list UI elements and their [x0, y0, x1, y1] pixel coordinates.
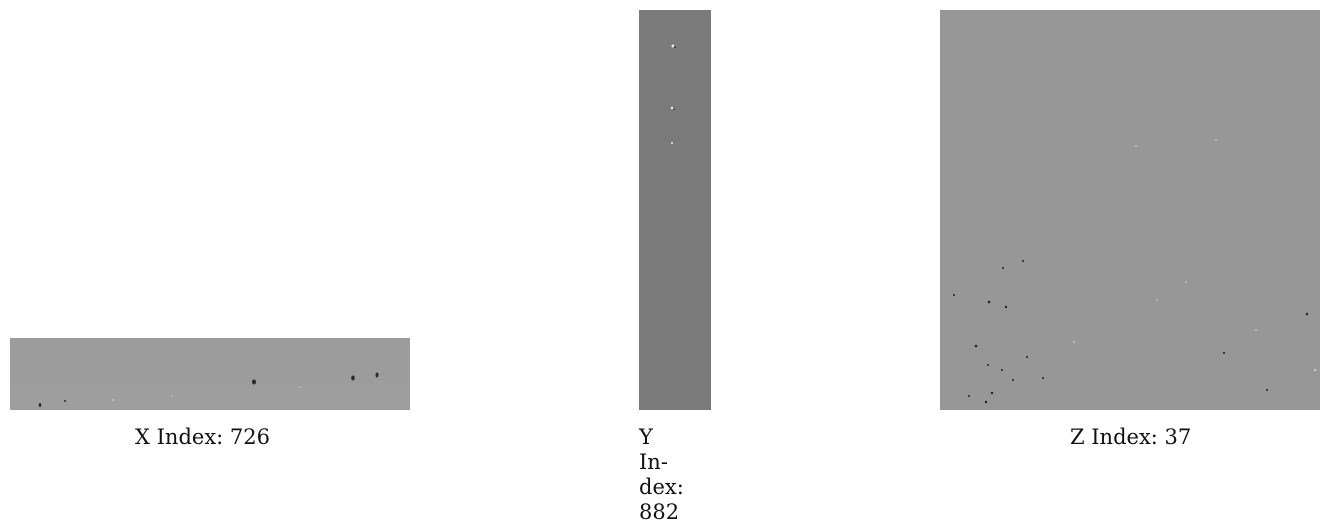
y-caption-line-3: 882	[639, 500, 680, 524]
z-slice-image	[940, 10, 1320, 410]
z-slice-caption: Z Index: 37	[1070, 425, 1192, 449]
x-slice-image	[10, 338, 410, 410]
y-slice-background	[639, 10, 711, 410]
y-slice-caption: Y In- dex: 882	[639, 425, 684, 525]
x-slice-caption: X Index: 726	[135, 425, 270, 449]
y-caption-line-1: Y In-	[639, 425, 668, 474]
z-slice-background	[940, 10, 1320, 410]
y-slice-image	[639, 10, 711, 410]
y-caption-line-2: dex:	[639, 475, 684, 499]
